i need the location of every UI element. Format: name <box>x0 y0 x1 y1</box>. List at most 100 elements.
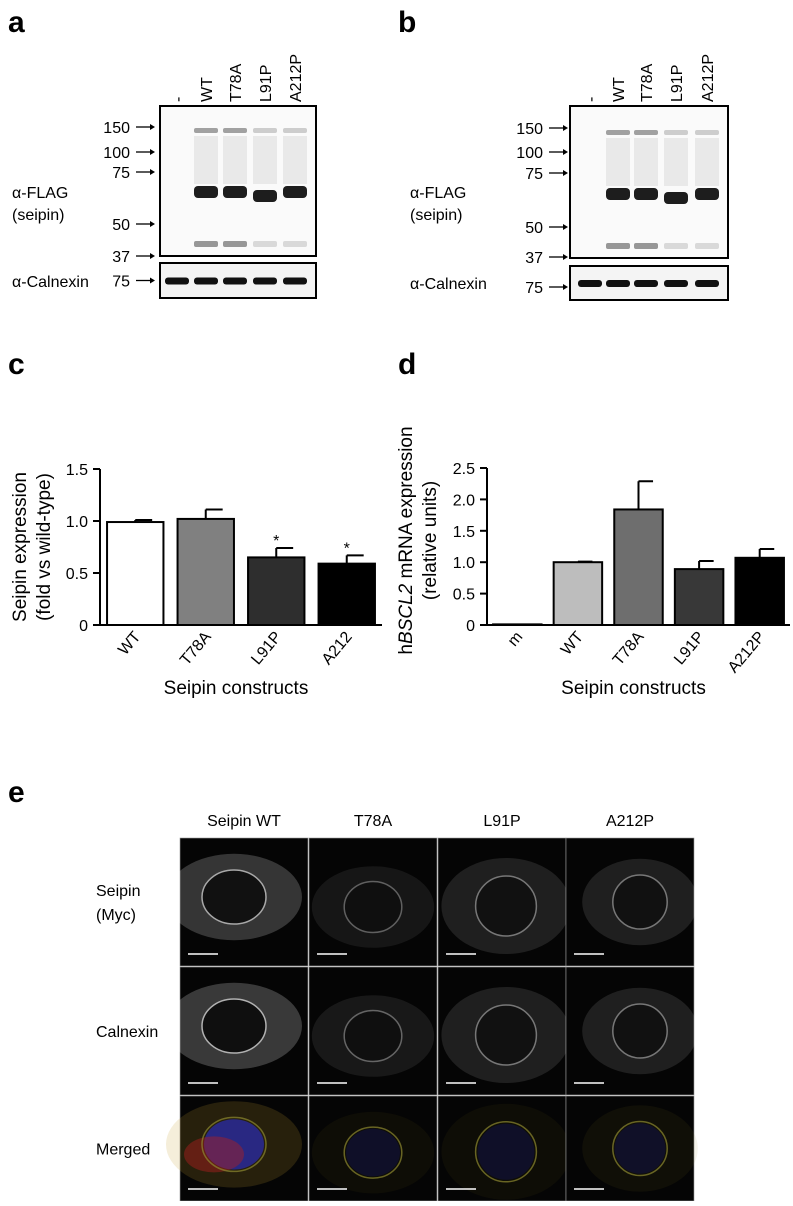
band <box>223 277 247 285</box>
x-tick-label: T78A <box>610 628 648 668</box>
panel-letter: a <box>8 6 25 39</box>
column-header: T78A <box>354 813 393 830</box>
band <box>664 243 688 249</box>
antibody-label: (seipin) <box>410 207 462 224</box>
x-tick-label: A212 <box>319 629 356 669</box>
band <box>634 280 658 287</box>
error-bar <box>637 480 654 510</box>
antibody-label: (seipin) <box>12 207 64 224</box>
lane-label: WT <box>611 77 628 102</box>
lane-label: T78A <box>228 63 245 102</box>
row-label: Calnexin <box>96 1024 158 1041</box>
y-axis-label-part: mRNA expression <box>396 426 417 583</box>
panel-letter: e <box>8 776 25 809</box>
smear <box>223 136 247 184</box>
band <box>634 188 658 200</box>
arrow-head <box>150 221 155 227</box>
smear <box>664 138 688 186</box>
panel-letter: d <box>398 348 416 381</box>
marker-label: 75 <box>112 165 130 182</box>
significance-mark: * <box>273 533 279 550</box>
band <box>283 186 307 198</box>
nuclear-rim <box>612 874 668 930</box>
marker-label: 75 <box>525 280 543 297</box>
x-tick-label: WT <box>558 628 587 658</box>
bar <box>247 556 306 627</box>
band <box>606 280 630 287</box>
nuclear-rim <box>474 875 538 937</box>
marker-label: 50 <box>112 217 130 234</box>
antibody-label: α-Calnexin <box>12 274 89 291</box>
y-axis-label-part: BSCL2 <box>396 583 417 644</box>
x-tick-label: m <box>505 629 527 650</box>
error-bar <box>576 560 593 563</box>
x-tick-label: L91P <box>671 629 708 669</box>
lane-label: L91P <box>258 65 275 102</box>
nuclear-rim <box>612 1003 668 1059</box>
smear <box>634 138 658 186</box>
smear <box>283 136 307 184</box>
row-label: (Myc) <box>96 907 136 924</box>
arrow-head <box>150 277 155 284</box>
y-axis-label: (fold vs wild-type) <box>34 473 55 621</box>
nuclear-rim <box>201 869 267 925</box>
marker-label: 100 <box>516 145 543 162</box>
nuclear-rim <box>201 998 267 1054</box>
band <box>606 130 630 135</box>
band <box>223 128 247 133</box>
cytoplasm <box>311 866 435 948</box>
marker-label: 37 <box>112 249 130 266</box>
band <box>664 130 688 135</box>
smear <box>194 136 218 184</box>
nucleus <box>614 1123 666 1174</box>
band <box>283 277 307 285</box>
micrograph <box>308 837 438 967</box>
band <box>253 241 277 247</box>
band <box>695 243 719 249</box>
band <box>194 186 218 198</box>
band <box>194 241 218 247</box>
band <box>253 190 277 202</box>
band <box>194 277 218 285</box>
error-bar <box>758 548 775 558</box>
y-tick-label: 0 <box>79 618 88 635</box>
arrow-head <box>150 124 155 130</box>
nuclear-rim <box>343 1009 403 1063</box>
x-tick-label: L91P <box>248 629 285 669</box>
error-bar <box>134 518 153 523</box>
band <box>253 128 277 133</box>
antibody-label: α-Calnexin <box>410 276 487 293</box>
error-bar <box>204 508 223 519</box>
band <box>695 130 719 135</box>
y-tick-label: 0.5 <box>66 566 88 583</box>
row-label: Seipin <box>96 883 140 900</box>
bar <box>734 556 785 627</box>
band <box>606 188 630 200</box>
arrow-head <box>150 253 155 259</box>
arrow-head <box>563 254 568 260</box>
nuclear-rim <box>474 1004 538 1066</box>
significance-mark: * <box>344 540 350 557</box>
arrow-head <box>150 169 155 175</box>
y-tick-label: 1.0 <box>66 514 88 531</box>
arrow-head <box>563 125 568 131</box>
band <box>664 192 688 204</box>
nucleus <box>346 1128 400 1177</box>
micrograph <box>308 966 438 1096</box>
y-tick-label: 0 <box>466 618 475 635</box>
column-header: L91P <box>483 813 520 830</box>
marker-label: 100 <box>103 145 130 162</box>
x-axis-label: Seipin constructs <box>561 678 706 699</box>
band <box>223 241 247 247</box>
cytoplasm <box>311 995 435 1077</box>
band <box>165 277 189 285</box>
y-tick-label: 0.5 <box>453 587 475 604</box>
cytoplasm <box>184 1136 244 1173</box>
lane-label: - <box>583 97 600 102</box>
panel-letter: b <box>398 6 416 39</box>
smear <box>606 138 630 186</box>
nucleus <box>204 1119 264 1170</box>
column-header: A212P <box>606 813 654 830</box>
marker-label: 37 <box>525 250 543 267</box>
